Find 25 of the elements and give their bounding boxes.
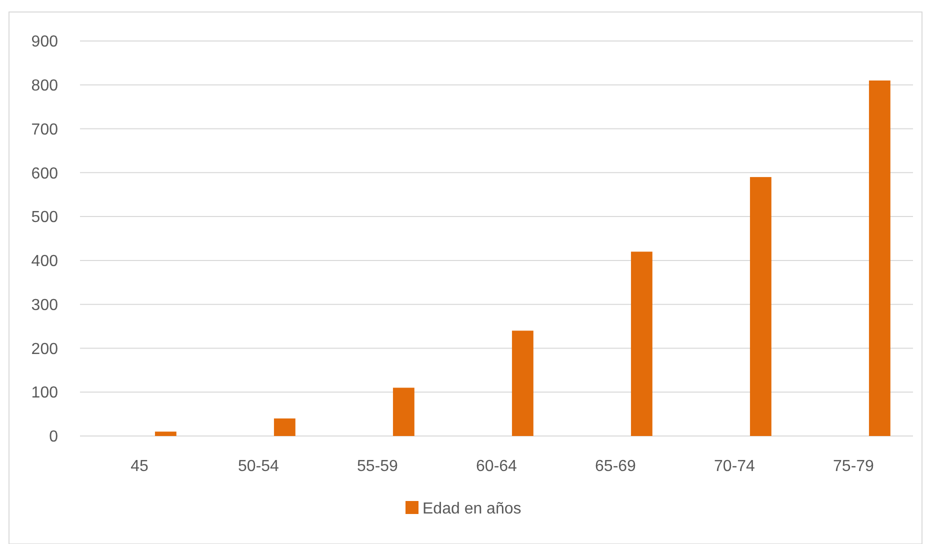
x-tick-label: 50-54 bbox=[238, 458, 280, 475]
x-tick-label: 55-59 bbox=[357, 458, 398, 475]
y-tick-label: 400 bbox=[31, 253, 58, 270]
y-tick-label: 300 bbox=[31, 296, 58, 314]
y-tick-label: 0 bbox=[49, 428, 58, 446]
bar bbox=[274, 418, 296, 436]
y-tick-label: 600 bbox=[31, 165, 58, 182]
bar bbox=[392, 388, 414, 436]
y-tick-label: 200 bbox=[31, 340, 58, 358]
bar bbox=[630, 252, 652, 436]
bar bbox=[154, 432, 176, 436]
x-tick-label: 45 bbox=[130, 458, 148, 475]
x-tick-label: 70-74 bbox=[714, 458, 756, 475]
y-tick-label: 700 bbox=[31, 121, 58, 138]
y-tick-label: 100 bbox=[31, 384, 58, 402]
y-tick-label: 900 bbox=[31, 34, 58, 51]
x-tick-label: 60-64 bbox=[476, 458, 518, 475]
x-tick-label: 75-79 bbox=[833, 458, 874, 475]
bar bbox=[750, 177, 772, 436]
y-tick-label: 500 bbox=[31, 209, 58, 226]
bar bbox=[512, 330, 534, 436]
bar bbox=[868, 80, 890, 436]
y-tick-label: 800 bbox=[31, 77, 58, 94]
x-tick-label: 65-69 bbox=[595, 458, 636, 475]
legend-label: Edad en años bbox=[422, 500, 522, 518]
